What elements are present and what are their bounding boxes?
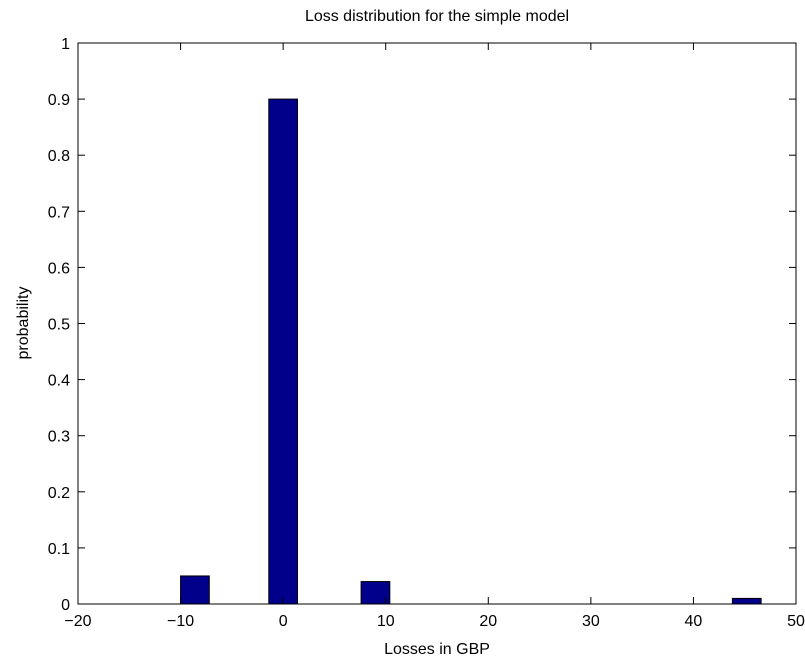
x-tick-label-0: −20: [64, 613, 91, 630]
plot-area-frame: [77, 42, 797, 605]
y-tick-label-2: 0.2: [48, 485, 70, 502]
bar-1: [268, 98, 299, 605]
ticks-group: −20 −10 0 10 20 30 40 50 0 0.1 0.2 0.3 0.4 0.5 0.6 0.7 0…: [48, 36, 805, 630]
y-tick-label-10: 1: [61, 36, 70, 53]
y-tick-label-4: 0.4: [48, 373, 70, 390]
bar-2: [360, 581, 391, 605]
bars-group: [180, 98, 762, 605]
x-tick-label-1: −10: [167, 613, 194, 630]
bar-0: [180, 575, 210, 605]
y-tick-label-1: 0.1: [48, 541, 70, 558]
y-tick-label-5: 0.5: [48, 317, 70, 334]
y-tick-label-9: 0.9: [48, 92, 70, 109]
chart-title: Loss distribution for the simple model: [305, 8, 569, 25]
y-tick-label-0: 0: [61, 597, 70, 614]
x-tick-label-2: 0: [279, 613, 288, 630]
bar-3: [731, 597, 762, 605]
y-tick-label-7: 0.7: [48, 204, 70, 221]
y-tick-label-3: 0.3: [48, 429, 70, 446]
x-tick-label-6: 40: [685, 613, 703, 630]
y-axis-label: probability: [15, 287, 32, 360]
x-axis-label: Losses in GBP: [384, 641, 490, 658]
x-tick-label-5: 30: [582, 613, 600, 630]
x-tick-label-4: 20: [479, 613, 497, 630]
y-tick-label-6: 0.6: [48, 260, 70, 277]
y-tick-label-8: 0.8: [48, 148, 70, 165]
x-tick-label-3: 10: [377, 613, 395, 630]
x-tick-label-7: 50: [787, 613, 805, 630]
